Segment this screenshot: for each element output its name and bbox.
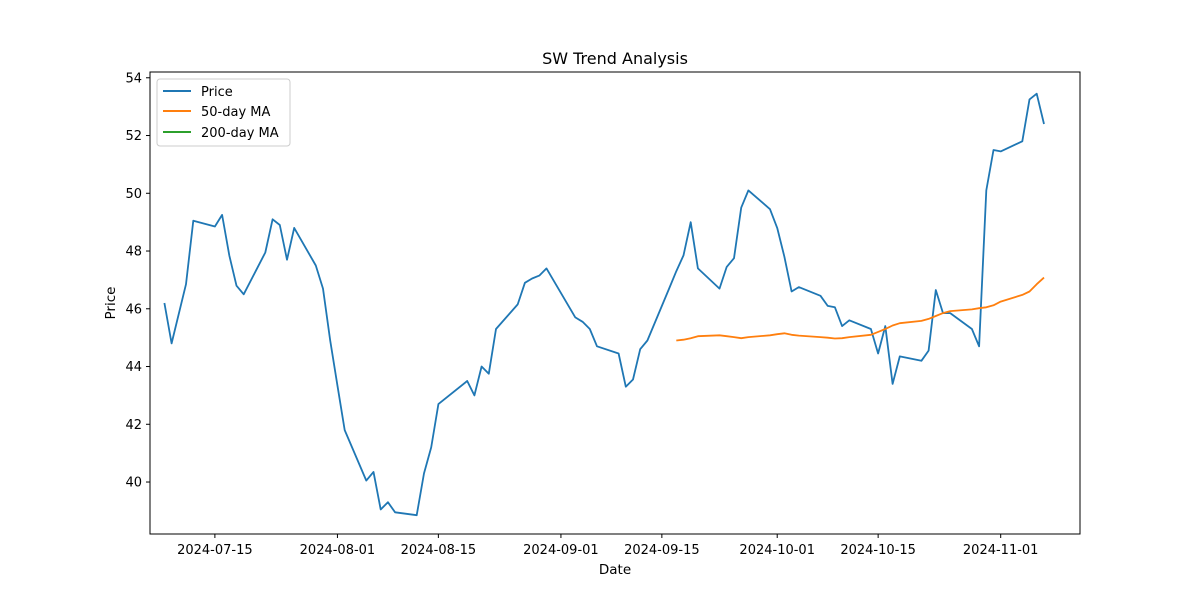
y-tick-label: 54 <box>125 71 142 86</box>
series-layer <box>163 92 1045 517</box>
x-tick-label: 2024-11-01 <box>963 543 1039 558</box>
legend: Price 50-day MA 200-day MA <box>156 78 291 147</box>
legend-label-price: Price <box>201 85 233 100</box>
y-tick-label: 42 <box>125 418 142 433</box>
series-line-price <box>163 92 1045 517</box>
y-tick-label: 44 <box>125 360 142 375</box>
y-tick-label: 50 <box>125 187 142 202</box>
x-tick-label: 2024-08-01 <box>300 543 376 558</box>
y-axis-title: Price <box>103 287 119 320</box>
plot-frame <box>149 71 1081 535</box>
x-tick-label: 2024-09-15 <box>624 543 700 558</box>
axes-layer: 2024-07-15 2024-08-01 2024-08-15 2024-09-01… <box>125 71 1038 558</box>
x-tick-label: 2024-10-01 <box>739 543 815 558</box>
x-tick-label: 2024-09-01 <box>523 543 599 558</box>
x-tick-label: 2024-10-15 <box>840 543 916 558</box>
series-line-50-day-ma <box>676 276 1045 342</box>
x-tick-label: 2024-07-15 <box>177 543 253 558</box>
legend-label-200-day-ma: 200-day MA <box>201 126 279 141</box>
y-tick-label: 46 <box>125 302 142 317</box>
y-tick-label: 40 <box>125 476 142 491</box>
x-tick-label: 2024-08-15 <box>401 543 477 558</box>
x-axis-title: Date <box>599 562 631 578</box>
y-tick-label: 52 <box>125 129 142 144</box>
legend-frame <box>156 78 291 147</box>
chart-title: SW Trend Analysis <box>542 49 688 68</box>
y-tick-label: 48 <box>125 245 142 260</box>
legend-label-50-day-ma: 50-day MA <box>201 105 270 120</box>
